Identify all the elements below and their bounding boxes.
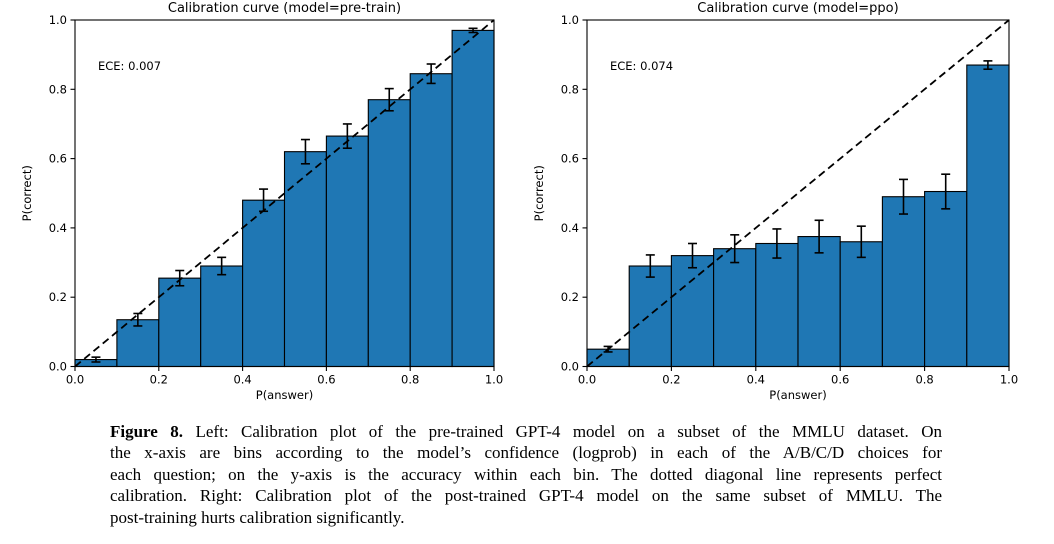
figure-caption: Figure 8. Left: Calibration plot of the … xyxy=(110,421,942,528)
histogram-bar xyxy=(924,190,968,368)
histogram-bar xyxy=(200,265,244,368)
error-bar xyxy=(730,234,740,264)
error-bar xyxy=(468,27,478,34)
error-bar xyxy=(384,87,394,112)
error-bar xyxy=(688,242,697,269)
x-tick-label: 0.6 xyxy=(317,373,335,387)
y-axis-label: P(correct) xyxy=(20,165,34,221)
y-tick-label: 0.6 xyxy=(49,152,67,166)
caption-line: each question; on the y-axis is the accu… xyxy=(110,464,942,484)
y-axis-label: P(correct) xyxy=(532,165,546,221)
y-tick-label: 0.2 xyxy=(49,290,67,304)
x-tick-label: 0.4 xyxy=(747,373,765,387)
histogram-bar xyxy=(158,277,202,368)
histogram-bar xyxy=(242,199,286,368)
calibration-charts-canvas: 0.0 0.2 0.4 0.6 0.8 1.0 0.0 0.2 0.4 0.6 0.8 1.0 Cali… xyxy=(20,1,1018,402)
y-tick-label: 1.0 xyxy=(49,13,67,27)
histogram-bar xyxy=(451,29,495,368)
error-bar xyxy=(856,225,866,259)
y-tick-label: 0.4 xyxy=(49,221,67,235)
x-axis-label: P(answer) xyxy=(256,388,313,402)
error-bar xyxy=(814,219,824,254)
y-tick-label: 1.0 xyxy=(561,13,579,27)
error-bar xyxy=(217,256,227,276)
histogram-bar xyxy=(367,99,411,368)
x-tick-label: 0.6 xyxy=(831,373,849,387)
x-tick-label: 0.2 xyxy=(662,373,680,387)
caption-text: Left: Calibration plot of the pre-traine… xyxy=(195,422,943,441)
y-tick-label: 0.8 xyxy=(561,82,579,96)
x-tick-label: 0.2 xyxy=(150,373,168,387)
diagonal-reference-line xyxy=(74,19,495,368)
x-tick-label: 1.0 xyxy=(485,373,503,387)
histogram-bar xyxy=(628,265,672,368)
x-axis-label: P(answer) xyxy=(769,388,826,402)
y-tick-label: 0.2 xyxy=(561,290,579,304)
x-tick-label: 1.0 xyxy=(1000,373,1018,387)
plot-spines xyxy=(586,19,1010,368)
ece-annotation: ECE: 0.007 xyxy=(98,59,161,73)
error-bar xyxy=(645,254,655,278)
y-tick-label: 0.0 xyxy=(561,360,579,374)
y-tick-label: 0.6 xyxy=(561,152,579,166)
y-tick-label: 0.8 xyxy=(49,82,67,96)
caption-line: post-training hurts calibration signific… xyxy=(110,507,405,527)
error-bar xyxy=(133,312,143,327)
caption-line: calibration. Right: Calibration plot of … xyxy=(110,486,942,506)
figure-label: Figure 8. xyxy=(110,422,184,441)
error-bar xyxy=(300,138,310,165)
histogram-bar xyxy=(409,73,453,368)
error-bar xyxy=(772,228,782,259)
calibration-chart-pretrain: 0.0 0.2 0.4 0.6 0.8 1.0 0.0 0.2 0.4 0.6 0.8 1.0 Cali… xyxy=(20,1,503,402)
error-bar xyxy=(91,356,101,363)
chart-title: Calibration curve (model=pre-train) xyxy=(168,1,401,16)
x-tick-label: 0.0 xyxy=(66,373,84,387)
histogram-bar xyxy=(713,248,757,368)
histogram-bar xyxy=(797,236,841,368)
chart-title: Calibration curve (model=ppo) xyxy=(697,1,898,16)
error-bar xyxy=(941,173,951,210)
histogram-bar xyxy=(839,241,883,368)
x-tick-label: 0.0 xyxy=(578,373,596,387)
error-bar xyxy=(899,178,908,215)
histogram-bar xyxy=(755,242,799,368)
caption-line: the x-axis are bins according to the mod… xyxy=(110,443,942,463)
error-bar xyxy=(342,123,352,150)
histogram-bar xyxy=(966,64,1010,368)
histogram-bar xyxy=(670,255,715,368)
y-tick-label: 0.0 xyxy=(49,360,67,374)
error-bar xyxy=(426,63,436,85)
histogram-bar xyxy=(881,196,926,368)
ece-annotation: ECE: 0.074 xyxy=(610,59,673,73)
error-bar xyxy=(175,269,185,287)
plot-spines xyxy=(74,19,495,368)
caption-line: Figure 8. Left: Calibration plot of the … xyxy=(110,421,942,442)
x-tick-label: 0.4 xyxy=(233,373,251,387)
y-tick-label: 0.4 xyxy=(561,221,579,235)
histogram-bar xyxy=(325,135,369,368)
diagonal-reference-line xyxy=(586,19,1010,368)
x-tick-label: 0.8 xyxy=(915,373,933,387)
histogram-bar xyxy=(283,151,327,368)
calibration-chart-ppo: 0.0 0.2 0.4 0.6 0.8 1.0 0.0 0.2 0.4 0.6 0.8 1.0 Cali… xyxy=(532,1,1018,402)
x-tick-label: 0.8 xyxy=(401,373,419,387)
error-bar xyxy=(983,60,993,71)
